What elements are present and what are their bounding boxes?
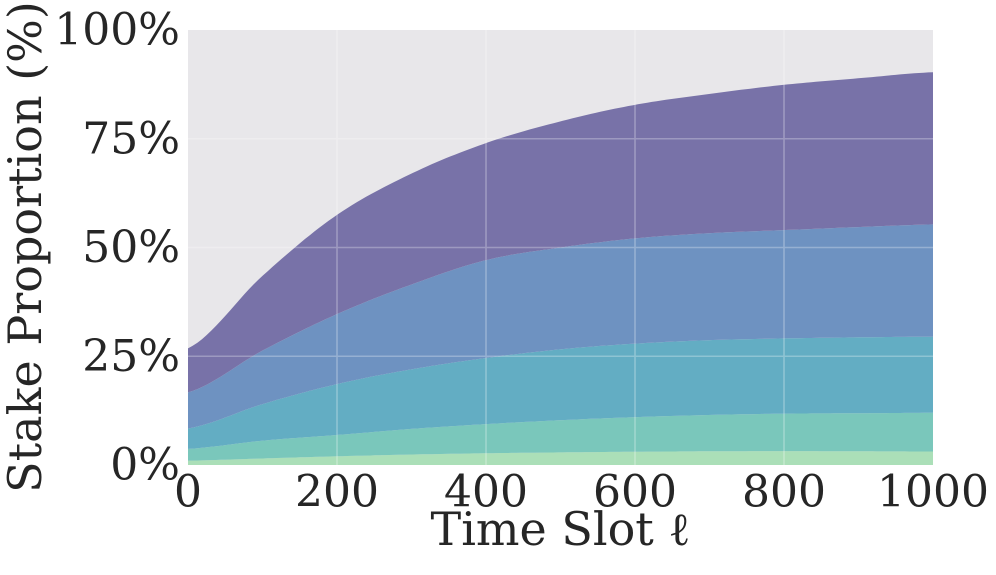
area-layer-5-top-purple bbox=[188, 72, 933, 393]
area-layers bbox=[188, 72, 933, 465]
gridlines bbox=[188, 30, 933, 465]
area-layer-4-steel-blue bbox=[188, 224, 933, 429]
y-tick-label-50%: 50% bbox=[82, 222, 180, 273]
y-axis-label: Stake Proportion (%) bbox=[0, 1, 52, 493]
y-tick-label-100%: 100% bbox=[54, 5, 180, 56]
x-tick-label-0: 0 bbox=[174, 467, 202, 518]
x-tick-label-400: 400 bbox=[444, 467, 528, 518]
tick-labels: 0% 25% 50% 75% 100% 0 200 400 600 800 1000 bbox=[54, 5, 989, 518]
area-layer-2-seafoam-green bbox=[188, 412, 933, 461]
x-tick-label-600: 600 bbox=[593, 467, 677, 518]
y-tick-label-25%: 25% bbox=[82, 331, 180, 382]
x-tick-label-200: 200 bbox=[295, 467, 379, 518]
y-tick-label-75%: 75% bbox=[82, 113, 180, 164]
area-layer-1-bottom-light-green bbox=[188, 451, 933, 465]
area-layer-3-teal bbox=[188, 336, 933, 449]
x-tick-label-1000: 1000 bbox=[877, 467, 989, 518]
x-tick-label-800: 800 bbox=[742, 467, 826, 518]
y-tick-label-0%: 0% bbox=[110, 440, 180, 491]
x-axis-label: Time Slot ℓ bbox=[430, 502, 691, 556]
